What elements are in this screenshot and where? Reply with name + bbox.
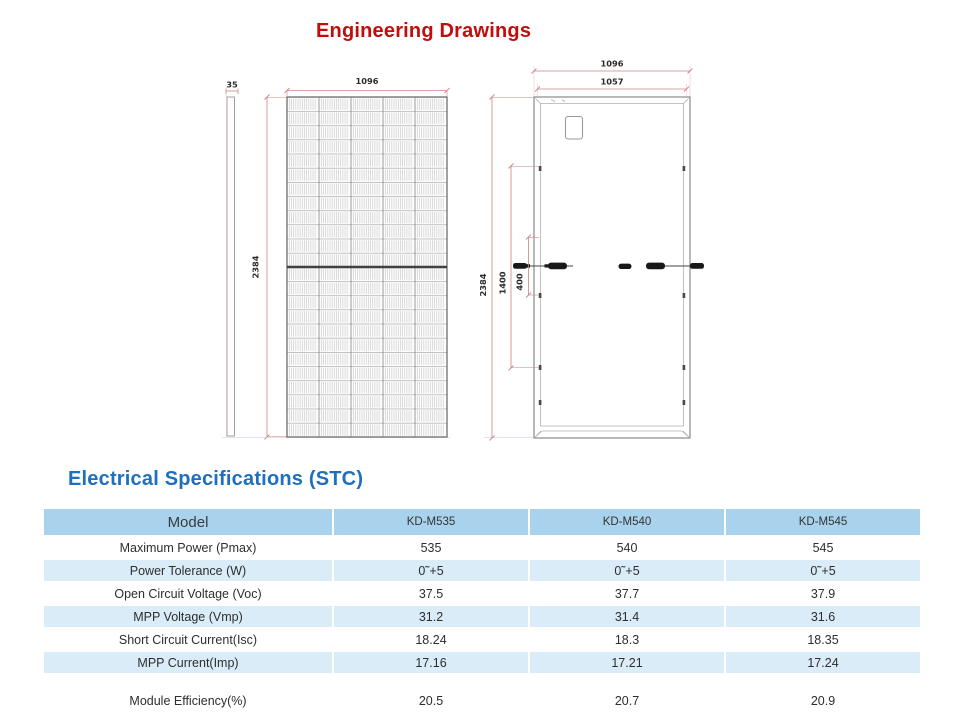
cell-value: 37.7 bbox=[530, 583, 724, 604]
header-kd-m540: KD-M540 bbox=[530, 509, 724, 535]
row-label: MPP Voltage (Vmp) bbox=[44, 606, 332, 627]
dim-label-front-height: 2384 bbox=[251, 255, 261, 278]
dim-thickness-lines bbox=[225, 88, 239, 94]
table-row-voc: Open Circuit Voltage (Voc) 37.5 37.7 37.… bbox=[44, 583, 920, 604]
table-header-row: Model KD-M535 KD-M540 KD-M545 bbox=[44, 509, 920, 535]
page-title: Engineering Drawings bbox=[316, 20, 532, 42]
engineering-drawings: 35 2384 bbox=[222, 59, 704, 441]
bottom-flange bbox=[533, 430, 691, 439]
dim-back-outer-width-lines bbox=[531, 68, 693, 74]
cell-value: 31.4 bbox=[530, 606, 724, 627]
junction-box bbox=[564, 115, 584, 140]
cell-value: 18.3 bbox=[530, 629, 724, 650]
header-kd-m535: KD-M535 bbox=[334, 509, 528, 535]
row-label: Module Efficiency(%) bbox=[44, 675, 332, 715]
corner-marks bbox=[535, 98, 689, 437]
dim-1400-lines bbox=[508, 163, 539, 371]
dim-label-back-inner-width: 1057 bbox=[600, 77, 623, 87]
dim-400-lines bbox=[525, 234, 539, 298]
table-row-isc: Short Circuit Current(Isc) 18.24 18.3 18… bbox=[44, 629, 920, 650]
table-row-vmp: MPP Voltage (Vmp) 31.2 31.4 31.6 bbox=[44, 606, 920, 627]
dim-label-front-width: 1096 bbox=[355, 76, 378, 86]
table-row-pmax: Maximum Power (Pmax) 535 540 545 bbox=[44, 537, 920, 558]
table-row-imp: MPP Current(Imp) 17.16 17.21 17.24 bbox=[44, 652, 920, 673]
front-view-drawing: 35 2384 bbox=[222, 76, 450, 440]
cell-value: 37.5 bbox=[334, 583, 528, 604]
mounting-hole-marks bbox=[538, 166, 686, 405]
dim-front-width-lines bbox=[284, 87, 450, 97]
cell-value: 31.2 bbox=[334, 606, 528, 627]
cell-value: 17.21 bbox=[530, 652, 724, 673]
cell-value: 20.5 bbox=[334, 675, 528, 715]
dim-back-height-lines bbox=[489, 94, 534, 441]
cell-value: 17.24 bbox=[726, 652, 920, 673]
row-label: Power Tolerance (W) bbox=[44, 560, 332, 581]
module-back-frame-inner bbox=[540, 103, 684, 427]
row-label: Maximum Power (Pmax) bbox=[44, 537, 332, 558]
dim-back-inner-width-lines bbox=[534, 86, 690, 92]
dim-label-front-thickness: 35 bbox=[226, 80, 238, 90]
cell-value: 0˜+5 bbox=[726, 560, 920, 581]
row-label: Short Circuit Current(Isc) bbox=[44, 629, 332, 650]
cell-value: 0˜+5 bbox=[334, 560, 528, 581]
dim-label-back-outer-width: 1096 bbox=[600, 59, 623, 69]
row-label: MPP Current(Imp) bbox=[44, 652, 332, 673]
dim-label-400: 400 bbox=[515, 273, 525, 291]
header-kd-m545: KD-M545 bbox=[726, 509, 920, 535]
header-model: Model bbox=[44, 509, 332, 535]
row-label: Open Circuit Voltage (Voc) bbox=[44, 583, 332, 604]
cell-value: 20.7 bbox=[530, 675, 724, 715]
electrical-specs-table: Model KD-M535 KD-M540 KD-M545 Maximum Po… bbox=[42, 507, 922, 717]
cell-value: 20.9 bbox=[726, 675, 920, 715]
side-profile bbox=[226, 96, 235, 437]
back-view-drawing: 1096 1057 bbox=[478, 59, 704, 441]
cell-value: 37.9 bbox=[726, 583, 920, 604]
cell-value: 540 bbox=[530, 537, 724, 558]
cell-value: 17.16 bbox=[334, 652, 528, 673]
cell-value: 18.35 bbox=[726, 629, 920, 650]
cell-value: 535 bbox=[334, 537, 528, 558]
dim-front-height-lines bbox=[264, 94, 287, 440]
cable-connectors bbox=[513, 262, 704, 270]
section-title-electrical-specs: Electrical Specifications (STC) bbox=[68, 468, 364, 490]
cell-value: 545 bbox=[726, 537, 920, 558]
cell-value: 31.6 bbox=[726, 606, 920, 627]
table-row-efficiency: Module Efficiency(%) 20.5 20.7 20.9 bbox=[44, 675, 920, 715]
dim-label-back-height: 2384 bbox=[478, 273, 488, 296]
table-row-tolerance: Power Tolerance (W) 0˜+5 0˜+5 0˜+5 bbox=[44, 560, 920, 581]
cell-value: 18.24 bbox=[334, 629, 528, 650]
cell-value: 0˜+5 bbox=[530, 560, 724, 581]
dim-label-1400: 1400 bbox=[498, 271, 508, 294]
